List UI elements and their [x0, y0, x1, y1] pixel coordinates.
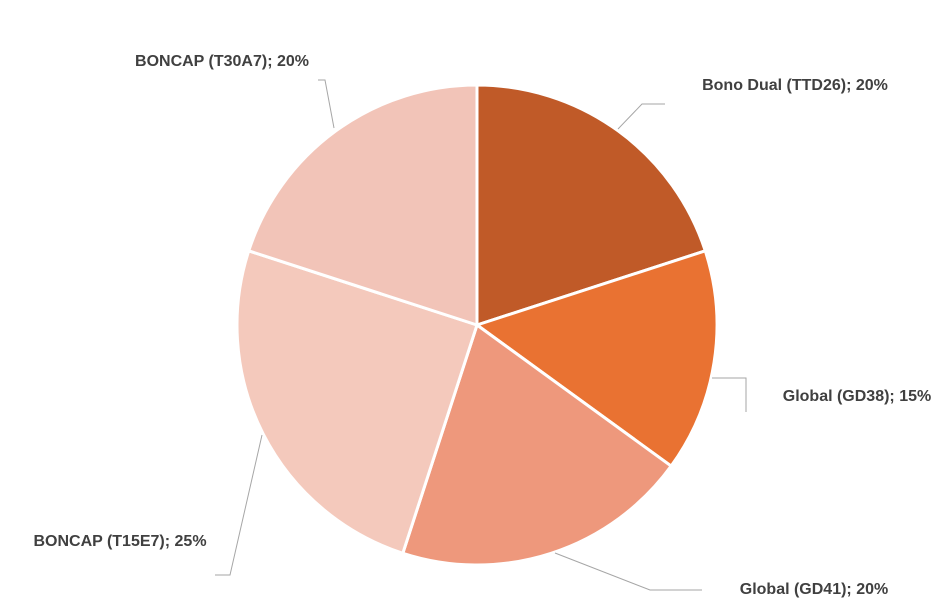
leader-line	[712, 377, 747, 412]
leader-line	[318, 79, 335, 129]
data-label: Global (GD38); 15%	[783, 388, 931, 405]
leader-line	[554, 552, 702, 591]
pie-slice	[475, 83, 708, 328]
pie-slice	[473, 248, 719, 469]
data-label: Global (GD41); 20%	[740, 581, 888, 598]
data-label: BONCAP (T30A7); 20%	[135, 53, 309, 70]
leader-line	[617, 103, 665, 130]
leader-line	[215, 434, 263, 576]
pie-slice	[400, 322, 674, 567]
data-label: Bono Dual (TTD26); 20%	[702, 77, 888, 94]
pie-slice	[246, 83, 479, 328]
pie-slice	[235, 248, 479, 556]
data-label: BONCAP (T15E7); 25%	[33, 533, 206, 550]
